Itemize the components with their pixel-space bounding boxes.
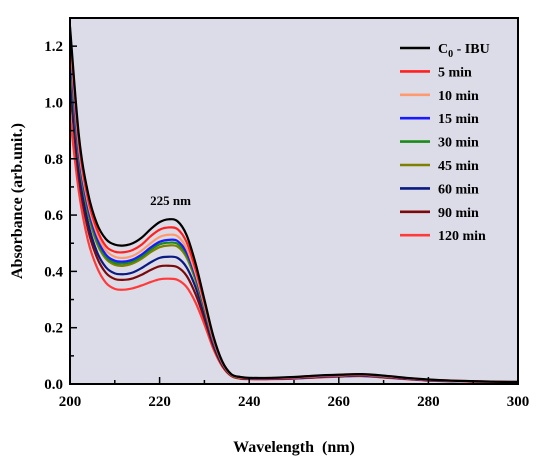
legend-label: 45 min: [438, 159, 479, 174]
y-axis-label: Absorbance (arb.unit.): [9, 123, 26, 279]
x-tick-label: 280: [417, 394, 440, 410]
legend-label: C0 - IBU: [438, 42, 490, 60]
x-tick-label: 240: [238, 394, 261, 410]
x-tick-label: 220: [148, 394, 171, 410]
x-tick-label: 260: [328, 394, 351, 410]
x-tick-label: 300: [507, 394, 530, 410]
x-axis-label: Wavelength (nm): [233, 439, 355, 456]
y-tick-label: 0.2: [44, 321, 63, 337]
legend-label: 120 min: [438, 229, 486, 244]
legend-label: 30 min: [438, 136, 479, 151]
y-tick-label: 0.0: [44, 377, 63, 393]
legend-label: 90 min: [438, 206, 479, 221]
y-tick-label: 1.2: [44, 39, 63, 55]
peak-annotation: 225 nm: [150, 193, 191, 208]
legend-label: 15 min: [438, 112, 479, 127]
series-layer: [70, 26, 518, 384]
series-line-0: [70, 26, 518, 384]
legend-label: 60 min: [438, 182, 479, 197]
y-tick-label: 0.4: [44, 264, 63, 280]
y-tick-label: 1.0: [44, 95, 63, 111]
legend-label: 10 min: [438, 89, 479, 104]
x-tick-label: 200: [59, 394, 82, 410]
legend: C0 - IBU 5 min 10 min 15 min 30 min 45 min 60 …: [400, 42, 490, 244]
legend-label: 5 min: [438, 65, 472, 80]
y-tick-label: 0.6: [44, 208, 63, 224]
ticks-layer: 200 220 240 260 280 300 0.0 0.2 0.4 0.6 0.8 1.0 1.2: [44, 17, 530, 410]
plot-area: [70, 18, 518, 384]
y-tick-label: 0.8: [44, 152, 63, 168]
